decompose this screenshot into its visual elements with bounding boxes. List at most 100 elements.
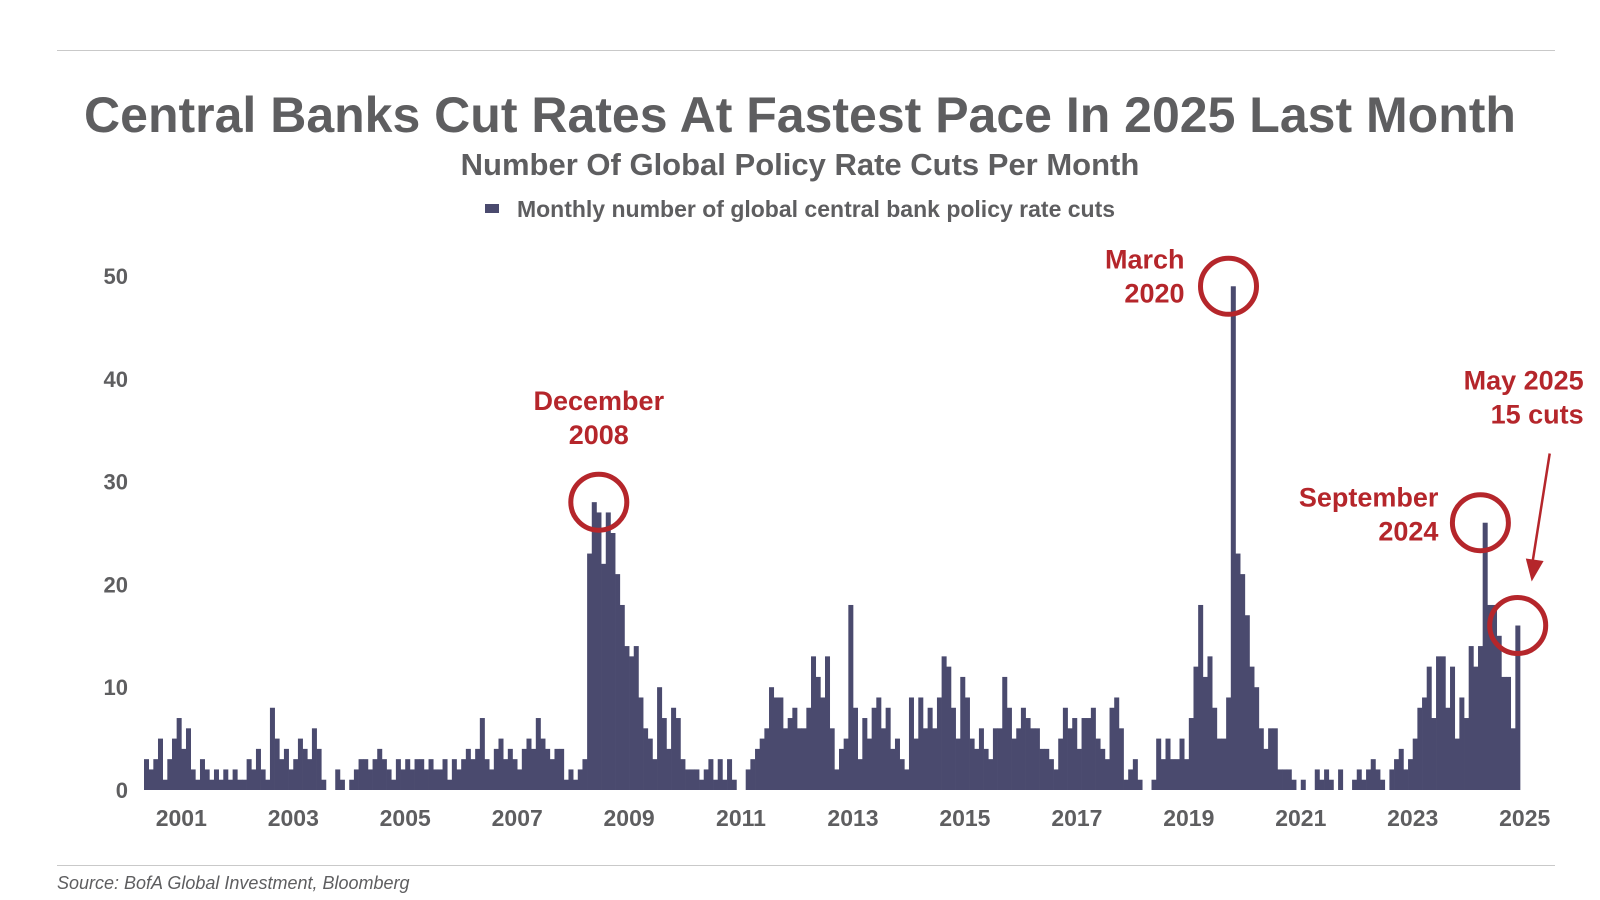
bar	[983, 748, 989, 790]
bar	[381, 759, 387, 790]
bar	[783, 728, 789, 790]
bar	[171, 738, 177, 790]
bar	[1338, 769, 1344, 790]
bar	[643, 728, 649, 790]
bar	[232, 769, 238, 790]
bar	[820, 697, 826, 790]
bar	[349, 779, 355, 790]
bar	[493, 748, 499, 790]
bar	[1230, 286, 1236, 790]
bar	[964, 697, 970, 790]
bar	[335, 769, 341, 790]
bar	[1352, 779, 1358, 790]
bar	[190, 769, 196, 790]
bar	[843, 738, 849, 790]
bar	[1431, 718, 1437, 790]
bar	[204, 769, 210, 790]
bar	[927, 707, 933, 790]
bar	[624, 646, 630, 790]
y-tick-label: 10	[104, 675, 128, 700]
bar	[279, 759, 285, 790]
bar	[199, 759, 205, 790]
x-tick-label: 2003	[268, 805, 319, 831]
bar	[633, 646, 639, 790]
bar	[1114, 697, 1120, 790]
bar	[1417, 707, 1423, 790]
bar	[773, 697, 779, 790]
annotation-label: May 2025	[1464, 366, 1584, 396]
bar	[311, 728, 317, 790]
bar	[428, 759, 434, 790]
bar	[1207, 656, 1213, 790]
bar	[619, 604, 625, 790]
bar	[787, 718, 793, 790]
bar	[144, 759, 150, 790]
bar	[559, 748, 565, 790]
bar	[680, 759, 686, 790]
x-tick-label: 2011	[716, 805, 766, 831]
bar	[535, 718, 541, 790]
bar	[176, 718, 182, 790]
bar	[936, 697, 942, 790]
annotation-label: 2020	[1124, 278, 1184, 308]
bar	[185, 728, 191, 790]
bar	[587, 553, 593, 790]
bar	[913, 738, 919, 790]
bar	[1510, 728, 1516, 790]
bar	[1314, 769, 1320, 790]
bar	[1109, 707, 1115, 790]
bar	[283, 748, 289, 790]
bar	[839, 748, 845, 790]
bar	[1030, 728, 1036, 790]
bar	[372, 759, 378, 790]
bar	[582, 759, 588, 790]
bar	[363, 759, 369, 790]
bar	[899, 759, 905, 790]
bar	[1277, 769, 1283, 790]
bar	[1240, 574, 1246, 790]
y-axis: 0 10 20 30 40 50	[104, 264, 128, 803]
bar	[829, 728, 835, 790]
bar	[1081, 718, 1087, 790]
highlight-circle	[1198, 255, 1259, 317]
bar	[1067, 728, 1073, 790]
annotation-label: March	[1105, 244, 1185, 274]
bar	[1132, 759, 1138, 790]
bar	[992, 728, 998, 790]
chart-title: Central Banks Cut Rates At Fastest Pace …	[84, 87, 1516, 143]
bar	[1151, 779, 1157, 790]
bar	[894, 738, 900, 790]
bar	[1394, 759, 1400, 790]
bar	[960, 676, 966, 790]
bar	[615, 574, 621, 790]
bar	[806, 707, 812, 790]
bar	[549, 759, 555, 790]
bar	[904, 769, 910, 790]
bar	[1324, 769, 1330, 790]
bar	[694, 769, 700, 790]
bar	[675, 718, 681, 790]
bar	[442, 759, 448, 790]
bar	[1025, 718, 1031, 790]
bar	[1254, 687, 1260, 790]
bar	[1515, 625, 1521, 790]
bar	[1165, 738, 1171, 790]
bar	[1160, 759, 1166, 790]
bar	[1492, 604, 1498, 790]
bar	[1016, 728, 1022, 790]
bar	[1319, 779, 1325, 790]
x-tick-label: 2019	[1163, 805, 1214, 831]
bar	[423, 769, 429, 790]
bar	[1174, 759, 1180, 790]
bar	[400, 769, 406, 790]
bar	[451, 759, 457, 790]
bar	[293, 759, 299, 790]
bar	[759, 738, 765, 790]
bar	[857, 759, 863, 790]
bar	[1044, 748, 1050, 790]
bar	[484, 759, 490, 790]
bar	[1464, 718, 1470, 790]
bar	[862, 718, 868, 790]
bar	[880, 728, 886, 790]
